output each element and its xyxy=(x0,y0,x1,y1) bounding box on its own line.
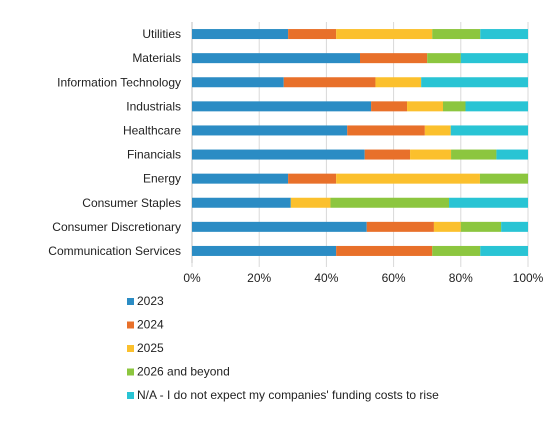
category-label: Financials xyxy=(127,148,181,162)
legend-label: N/A - I do not expect my companies' fund… xyxy=(137,388,439,402)
category-label: Industrials xyxy=(126,99,181,113)
bar-segment xyxy=(366,221,434,232)
bar-segment xyxy=(480,29,528,40)
bar-segment xyxy=(432,245,481,256)
bars xyxy=(192,29,528,256)
x-tick-label: 20% xyxy=(247,271,271,285)
legend-label: 2026 and beyond xyxy=(137,365,230,379)
x-tick-label: 60% xyxy=(382,271,406,285)
x-tick-label: 80% xyxy=(449,271,473,285)
category-label: Consumer Discretionary xyxy=(52,220,181,234)
bar-segment xyxy=(288,173,337,184)
bar-segment xyxy=(442,101,466,112)
bar-segment xyxy=(433,221,461,232)
legend: 2023 2024 2025 2026 and beyond N/A - I do no… xyxy=(127,294,439,402)
x-tick-label: 0% xyxy=(183,271,201,285)
bar-segment xyxy=(480,245,528,256)
bar-segment xyxy=(192,53,360,64)
bar-segment xyxy=(364,149,411,160)
bar-segment xyxy=(421,77,528,88)
legend-swatch xyxy=(127,345,134,352)
bar-segment xyxy=(451,149,497,160)
legend-label: 2023 xyxy=(137,294,164,308)
x-tick-label: 40% xyxy=(314,271,338,285)
bar-segment xyxy=(283,77,376,88)
bar-segment xyxy=(192,101,372,112)
bar-segment xyxy=(501,221,528,232)
legend-swatch xyxy=(127,321,134,329)
legend-label: 2024 xyxy=(137,318,164,332)
bar-segment xyxy=(449,197,528,208)
bar-segment xyxy=(192,29,289,40)
bar-segment xyxy=(427,53,461,64)
category-label: Healthcare xyxy=(123,123,181,137)
category-label: Utilities xyxy=(142,27,181,41)
bar-segment xyxy=(375,77,422,88)
bar-segment xyxy=(192,245,337,256)
category-label: Communication Services xyxy=(48,244,181,258)
x-tick-labels: 0% 20% 40% 60% 80% 100% xyxy=(183,271,543,285)
bar-segment xyxy=(192,149,365,160)
bar-segment xyxy=(424,125,451,136)
legend-swatch xyxy=(127,298,134,305)
bar-segment xyxy=(192,173,289,184)
bar-segment xyxy=(336,173,480,184)
legend-label: 2025 xyxy=(137,341,164,355)
bar-segment xyxy=(450,125,528,136)
bar-segment xyxy=(460,221,502,232)
bar-segment xyxy=(432,29,481,40)
bar-segment xyxy=(192,221,367,232)
category-label: Energy xyxy=(143,172,181,186)
bar-segment xyxy=(192,125,348,136)
bar-segment xyxy=(360,53,428,64)
bar-segment xyxy=(290,197,331,208)
bar-segment xyxy=(192,197,291,208)
category-labels: Utilities Materials Information Technology… xyxy=(48,27,181,258)
bar-segment xyxy=(407,101,443,112)
bar-segment xyxy=(336,245,433,256)
bar-segment xyxy=(465,101,528,112)
bar-segment xyxy=(460,53,528,64)
bar-segment xyxy=(496,149,528,160)
bar-segment xyxy=(330,197,450,208)
category-label: Information Technology xyxy=(57,75,181,89)
bar-segment xyxy=(336,29,433,40)
bar-segment xyxy=(371,101,408,112)
category-label: Materials xyxy=(132,51,181,65)
legend-swatch xyxy=(127,368,134,376)
bar-segment xyxy=(410,149,452,160)
x-tick-label: 100% xyxy=(513,271,544,285)
legend-swatch xyxy=(127,392,134,399)
bar-segment xyxy=(192,77,284,88)
bar-segment xyxy=(479,173,528,184)
bar-segment xyxy=(347,125,425,136)
category-label: Consumer Staples xyxy=(82,196,181,210)
bar-segment xyxy=(288,29,337,40)
